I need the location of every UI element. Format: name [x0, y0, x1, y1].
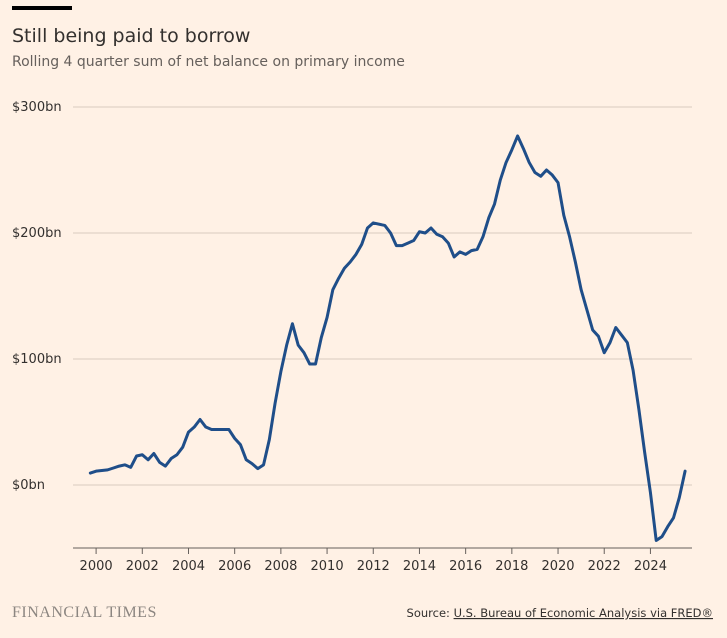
chart-subtitle: Rolling 4 quarter sum of net balance on … — [12, 54, 405, 70]
x-tick-label: 2018 — [495, 559, 528, 574]
brand: FINANCIAL TIMES — [12, 604, 157, 621]
x-tick-label: 2012 — [357, 559, 390, 574]
x-tick-label: 2004 — [172, 559, 205, 574]
data-line — [88, 134, 687, 542]
x-tick-label: 2020 — [541, 559, 574, 574]
y-tick-label: $0bn — [12, 478, 45, 493]
x-tick-label: 2002 — [126, 559, 159, 574]
x-tick-label: 2010 — [311, 559, 344, 574]
y-tick-label: $100bn — [12, 352, 62, 367]
y-tick-label: $200bn — [12, 226, 62, 241]
x-tick-label: 2024 — [634, 559, 667, 574]
chart-title: Still being paid to borrow — [12, 25, 250, 47]
source-prefix: Source: — [407, 606, 450, 620]
x-tick-label: 2008 — [264, 559, 297, 574]
source-link[interactable]: U.S. Bureau of Economic Analysis via FRE… — [454, 606, 713, 620]
x-tick-label: 2014 — [403, 559, 436, 574]
plot-area: $0bn $100bn $200bn $300bn 2000 2002 2004 2006 20… — [12, 100, 692, 574]
x-tick-label: 2022 — [588, 559, 621, 574]
x-tick-label: 2016 — [449, 559, 482, 574]
x-tick-label: 2000 — [80, 559, 113, 574]
x-tick-label: 2006 — [218, 559, 251, 574]
top-bar — [12, 6, 72, 10]
source-line: Source: U.S. Bureau of Economic Analysis… — [407, 606, 713, 620]
y-tick-label: $300bn — [12, 100, 62, 115]
